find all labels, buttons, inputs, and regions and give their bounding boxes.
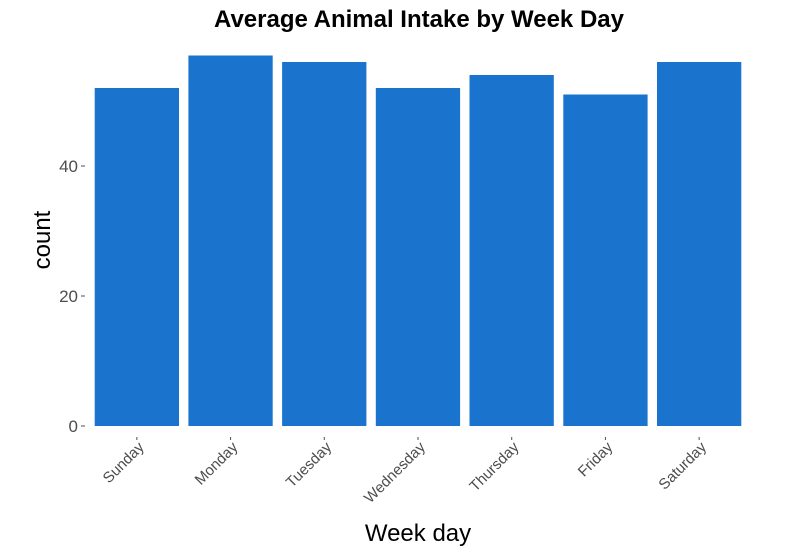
x-tick-label: Thursday: [466, 438, 523, 495]
bar-wednesday: [375, 88, 461, 426]
x-axis-title: Week day: [365, 520, 471, 547]
chart-title: Average Animal Intake by Week Day: [214, 6, 625, 33]
y-axis-title: count: [29, 210, 56, 269]
x-tick-label: Saturday: [655, 438, 710, 493]
y-tick-label: 20: [59, 287, 78, 306]
x-tick-label: Friday: [575, 438, 617, 480]
y-tick-label: 40: [59, 157, 78, 176]
bar-sunday: [94, 88, 179, 426]
plot-area: Sunday Monday Tuesday Wednesday Thursday Frid…: [59, 55, 742, 507]
bar-thursday: [469, 75, 554, 426]
x-tick-label: Monday: [192, 438, 242, 488]
bar-friday: [563, 94, 648, 426]
bar-monday: [188, 55, 273, 426]
x-tick-label: Tuesday: [283, 438, 336, 491]
bar-saturday: [657, 62, 742, 426]
x-tick-label: Sunday: [100, 438, 148, 486]
y-tick-label: 0: [69, 417, 78, 436]
bar-tuesday: [282, 62, 367, 426]
x-tick-label: Wednesday: [361, 438, 429, 506]
